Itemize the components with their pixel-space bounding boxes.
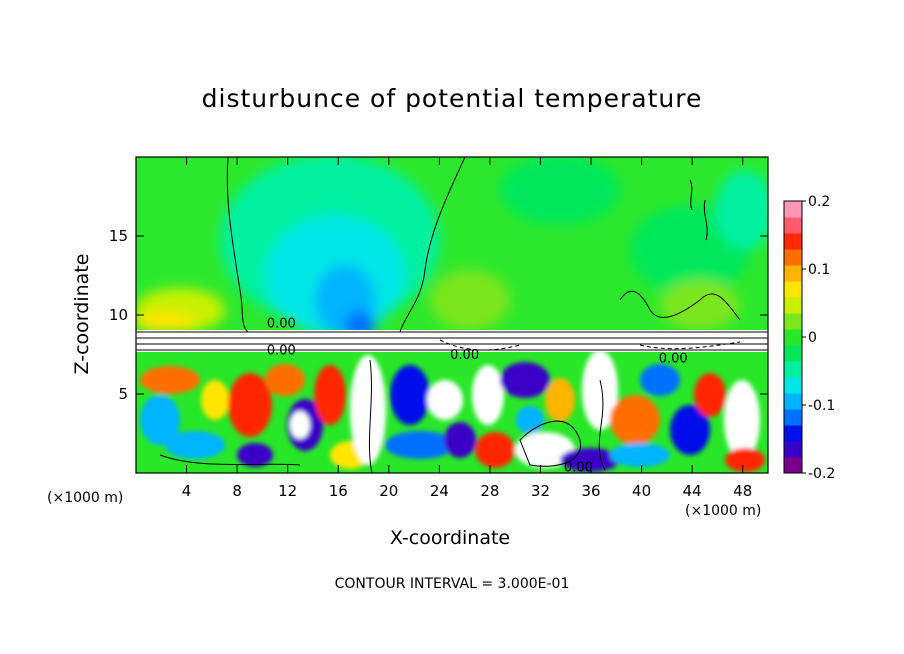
colorbar-swatch <box>784 457 802 474</box>
colorbar-swatch <box>784 393 802 410</box>
chart-title: disturbunce of potential temperature <box>201 84 703 113</box>
contour-label: 0.00 <box>267 344 296 359</box>
y-tick-label: 10 <box>109 306 128 324</box>
colorbar-swatch <box>784 313 802 330</box>
x-unit-label: (×1000 m) <box>685 503 762 519</box>
contour-label: 0.00 <box>659 351 688 366</box>
x-tick-label: 32 <box>531 482 550 500</box>
x-tick-label: 8 <box>232 482 242 500</box>
x-tick-label: 4 <box>182 482 192 500</box>
x-axis-label: X-coordinate <box>389 527 511 549</box>
colorbar-swatch <box>784 441 802 458</box>
colorbar-swatch <box>784 217 802 234</box>
y-tick-label: 15 <box>109 227 128 245</box>
x-tick-label: 24 <box>430 482 449 500</box>
colorbar-swatch <box>784 361 802 378</box>
x-tick-label: 36 <box>581 482 600 500</box>
colorbar-tick-label: -0.2 <box>808 466 835 482</box>
x-tick-label: 44 <box>683 482 702 500</box>
colorbar-swatch <box>784 409 802 426</box>
y-axis-label: Z-coordinate <box>71 253 93 375</box>
x-tick-label: 16 <box>329 482 348 500</box>
y-unit-label: (×1000 m) <box>47 490 124 506</box>
contour-interval-note: CONTOUR INTERVAL = 3.000E-01 <box>334 576 570 592</box>
y-axis: 5 10 15 <box>109 227 768 403</box>
x-tick-label: 28 <box>480 482 499 500</box>
contour-label: 0.00 <box>267 317 296 332</box>
x-tick-label: 48 <box>733 482 752 500</box>
colorbar: 0.2 0.1 0 -0.1 -0.2 <box>783 194 835 482</box>
x-tick-label: 20 <box>379 482 398 500</box>
colorbar-swatch <box>784 297 802 314</box>
contour-labels: 0.00 0.00 0.00 0.00 0.00 <box>267 317 688 476</box>
colorbar-swatch <box>784 281 802 298</box>
colorbar-tick-label: 0.1 <box>808 262 830 278</box>
colorbar-swatch <box>784 345 802 362</box>
x-axis: 4 8 12 16 20 24 28 32 36 40 44 48 <box>182 157 752 500</box>
y-tick-label: 5 <box>118 385 128 403</box>
colorbar-swatch <box>784 377 802 394</box>
x-tick-label: 12 <box>278 482 297 500</box>
contour-label: 0.00 <box>450 348 479 363</box>
colorbar-swatch <box>784 425 802 442</box>
colorbar-swatch <box>784 201 802 218</box>
colorbar-swatch <box>784 249 802 266</box>
colorbar-swatch <box>784 265 802 282</box>
heatmap-field <box>136 157 768 473</box>
colorbar-tick-label: 0 <box>808 330 817 346</box>
colorbar-tick-label: -0.1 <box>808 398 835 414</box>
colorbar-swatch <box>784 233 802 250</box>
contour-label: 0.00 <box>564 460 593 475</box>
colorbar-tick-label: 0.2 <box>808 194 830 210</box>
x-tick-label: 40 <box>632 482 651 500</box>
colorbar-swatch <box>784 329 802 346</box>
